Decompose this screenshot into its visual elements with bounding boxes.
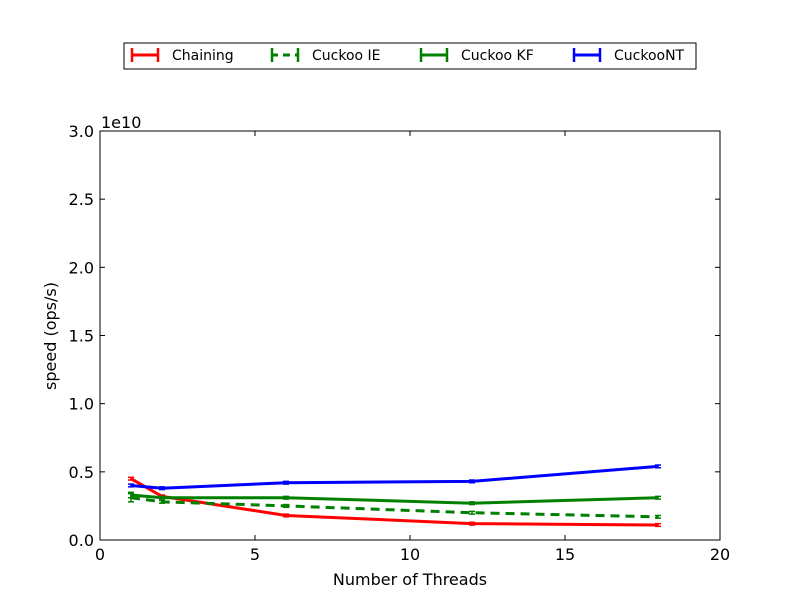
plot-area-frame [99, 130, 721, 541]
y-tick-label: 1.0 [69, 395, 94, 414]
y-tick-label: 0.5 [69, 463, 94, 482]
y-scale-label: 1e10 [101, 113, 141, 132]
legend: Chaining Cuckoo IE Cuckoo KF CuckooNT [123, 42, 697, 70]
y-tick-label: 2.5 [69, 190, 94, 209]
legend-label: Cuckoo IE [312, 48, 381, 64]
legend-label: Chaining [172, 48, 234, 64]
x-tick-label: 20 [710, 545, 730, 564]
y-axis-label: speed (ops/s) [41, 282, 60, 390]
legend-label: Cuckoo KF [461, 48, 534, 64]
y-tick-label: 0.0 [69, 531, 94, 550]
axis-ticks: 0 5 10 15 20 0.0 0.5 1.0 1.5 2.0 2.5 3.0 [69, 122, 731, 564]
x-tick-label: 0 [95, 545, 105, 564]
plot-area-background [100, 131, 720, 540]
x-tick-label: 5 [250, 545, 260, 564]
y-tick-label: 2.0 [69, 258, 94, 277]
x-tick-label: 15 [555, 545, 575, 564]
y-tick-label: 1.5 [69, 327, 94, 346]
x-axis-label: Number of Threads [333, 570, 487, 589]
series-layer [128, 464, 661, 528]
legend-label: CuckooNT [614, 48, 685, 64]
x-tick-label: 10 [400, 545, 420, 564]
y-tick-label: 3.0 [69, 122, 94, 141]
